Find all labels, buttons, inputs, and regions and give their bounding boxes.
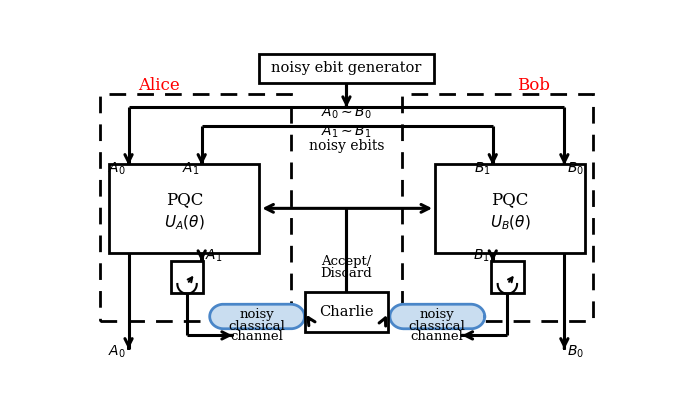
Text: Bob: Bob — [517, 77, 550, 94]
Text: $U_B(\theta)$: $U_B(\theta)$ — [489, 213, 531, 232]
Text: $A_0$: $A_0$ — [108, 160, 126, 177]
Text: $B_1$: $B_1$ — [473, 247, 489, 264]
Text: Accept/: Accept/ — [321, 255, 372, 268]
Bar — [402, 93, 593, 321]
Text: noisy ebit generator: noisy ebit generator — [271, 61, 422, 75]
Text: PQC: PQC — [166, 191, 203, 208]
Text: channel: channel — [411, 330, 464, 343]
Bar — [259, 53, 434, 83]
Polygon shape — [210, 304, 305, 329]
Bar — [171, 261, 203, 293]
Bar — [491, 261, 523, 293]
Bar — [110, 164, 260, 253]
Text: $U_A(\theta)$: $U_A(\theta)$ — [164, 213, 205, 232]
Text: classical: classical — [228, 319, 285, 333]
Text: Alice: Alice — [139, 77, 180, 94]
Bar — [100, 93, 291, 321]
Bar — [305, 292, 388, 333]
Polygon shape — [390, 304, 485, 329]
Text: noisy: noisy — [240, 308, 274, 321]
Text: $B_0$: $B_0$ — [566, 160, 583, 177]
Text: noisy ebits: noisy ebits — [309, 139, 384, 153]
Text: classical: classical — [409, 319, 466, 333]
Text: $A_0 \sim B_0$: $A_0 \sim B_0$ — [321, 105, 372, 121]
Text: $B_1$: $B_1$ — [474, 160, 490, 177]
Bar — [435, 164, 585, 253]
Text: $A_1$: $A_1$ — [205, 247, 222, 264]
Text: channel: channel — [231, 330, 283, 343]
Text: $B_0$: $B_0$ — [566, 344, 583, 360]
Text: noisy: noisy — [420, 308, 455, 321]
Text: $A_0$: $A_0$ — [108, 344, 126, 360]
Text: Charlie: Charlie — [319, 305, 374, 319]
Text: $A_1$: $A_1$ — [182, 160, 199, 177]
Text: PQC: PQC — [491, 191, 529, 208]
Text: Discard: Discard — [320, 267, 372, 280]
Text: $A_1 \sim B_1$: $A_1 \sim B_1$ — [321, 123, 372, 140]
